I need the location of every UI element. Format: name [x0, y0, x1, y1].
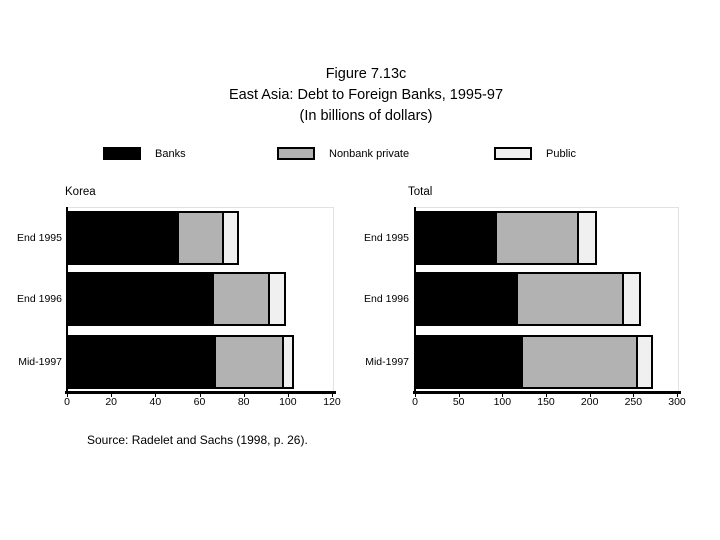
x-tick-label: 150	[537, 396, 555, 408]
figure-subtitle: (In billions of dollars)	[299, 108, 433, 124]
bar-segment-nonbank-private	[515, 274, 623, 324]
x-tick-mark	[502, 394, 504, 397]
x-tick-label: 40	[149, 396, 162, 408]
x-tick-label: 60	[193, 396, 206, 408]
bar-segment-public	[222, 213, 238, 263]
bar-segment-public	[622, 274, 640, 324]
legend-label: Banks	[155, 147, 186, 160]
chart-title-korea: Korea	[65, 186, 96, 198]
category-label: Mid-1997	[18, 356, 62, 368]
bar-segment-public	[576, 213, 595, 263]
x-tick-label: 100	[279, 396, 297, 408]
x-tick-mark	[287, 394, 289, 397]
x-axis-line	[413, 391, 681, 394]
category-label: End 1995	[17, 232, 62, 244]
legend-label: Nonbank private	[329, 147, 410, 160]
x-tick-label: 0	[412, 396, 418, 408]
legend-label: Public	[546, 147, 576, 160]
bar-segment-nonbank-private	[176, 213, 223, 263]
category-label: End 1996	[364, 293, 409, 305]
x-tick-mark	[111, 394, 113, 397]
x-tick-mark	[199, 394, 201, 397]
x-tick-mark	[415, 394, 416, 397]
x-tick-mark	[458, 394, 460, 397]
x-tick-mark	[243, 394, 245, 397]
x-tick-mark	[546, 394, 547, 397]
bar-segment-nonbank-private	[494, 213, 577, 263]
x-tick-label: 50	[452, 396, 465, 408]
bar	[415, 211, 597, 265]
bar-segment-nonbank-private	[520, 337, 636, 387]
x-tick-label: 20	[105, 396, 117, 408]
x-tick-label: 300	[668, 396, 686, 408]
bar-segment-banks	[69, 274, 213, 324]
x-tick-mark	[67, 394, 68, 397]
category-label: Mid-1997	[365, 356, 409, 368]
bar	[415, 335, 653, 389]
bar-segment-public	[635, 337, 651, 387]
source-note: Source: Radelet and Sachs (1998, p. 26).	[87, 433, 308, 447]
x-tick-label: 100	[493, 396, 512, 408]
bar	[67, 272, 286, 326]
x-tick-label: 120	[323, 396, 341, 408]
legend-swatch-icon	[277, 147, 315, 160]
y-axis-line	[66, 207, 68, 393]
x-tick-mark	[633, 394, 635, 397]
bar-segment-nonbank-private	[214, 337, 282, 387]
bar	[67, 211, 240, 265]
x-tick-mark	[677, 394, 678, 397]
bar-segment-public	[268, 274, 284, 324]
y-axis-line	[414, 207, 416, 393]
bar-segment-banks	[69, 213, 177, 263]
x-tick-label: 200	[580, 396, 599, 408]
x-axis-line	[65, 391, 336, 394]
x-tick-label: 250	[624, 396, 643, 408]
bar	[415, 272, 642, 326]
bar-segment-banks	[417, 337, 521, 387]
x-tick-label: 80	[237, 396, 250, 408]
bar-segment-nonbank-private	[212, 274, 269, 324]
x-tick-mark	[332, 394, 333, 397]
legend-item-banks: Banks	[103, 147, 186, 160]
bar	[67, 335, 295, 389]
x-tick-label: 0	[64, 396, 70, 408]
bar-segment-banks	[417, 274, 516, 324]
category-label: End 1995	[364, 232, 409, 244]
figure-main-title: East Asia: Debt to Foreign Banks, 1995-9…	[228, 87, 504, 103]
bar-segment-banks	[69, 337, 215, 387]
legend-item-public: Public	[494, 147, 576, 160]
figure-number: Figure 7.13c	[325, 66, 407, 82]
chart-legend: Banks Nonbank private Public	[0, 147, 720, 165]
legend-item-nonbank-private: Nonbank private	[277, 147, 409, 160]
x-tick-mark	[155, 394, 157, 397]
legend-swatch-icon	[494, 147, 532, 160]
figure-title: Figure 7.13c East Asia: Debt to Foreign …	[12, 64, 720, 127]
x-tick-mark	[589, 394, 591, 397]
bar-segment-public	[281, 337, 293, 387]
category-label: End 1996	[17, 293, 62, 305]
chart-title-total: Total	[408, 186, 433, 198]
legend-swatch-icon	[103, 147, 141, 160]
bar-segment-banks	[417, 213, 495, 263]
